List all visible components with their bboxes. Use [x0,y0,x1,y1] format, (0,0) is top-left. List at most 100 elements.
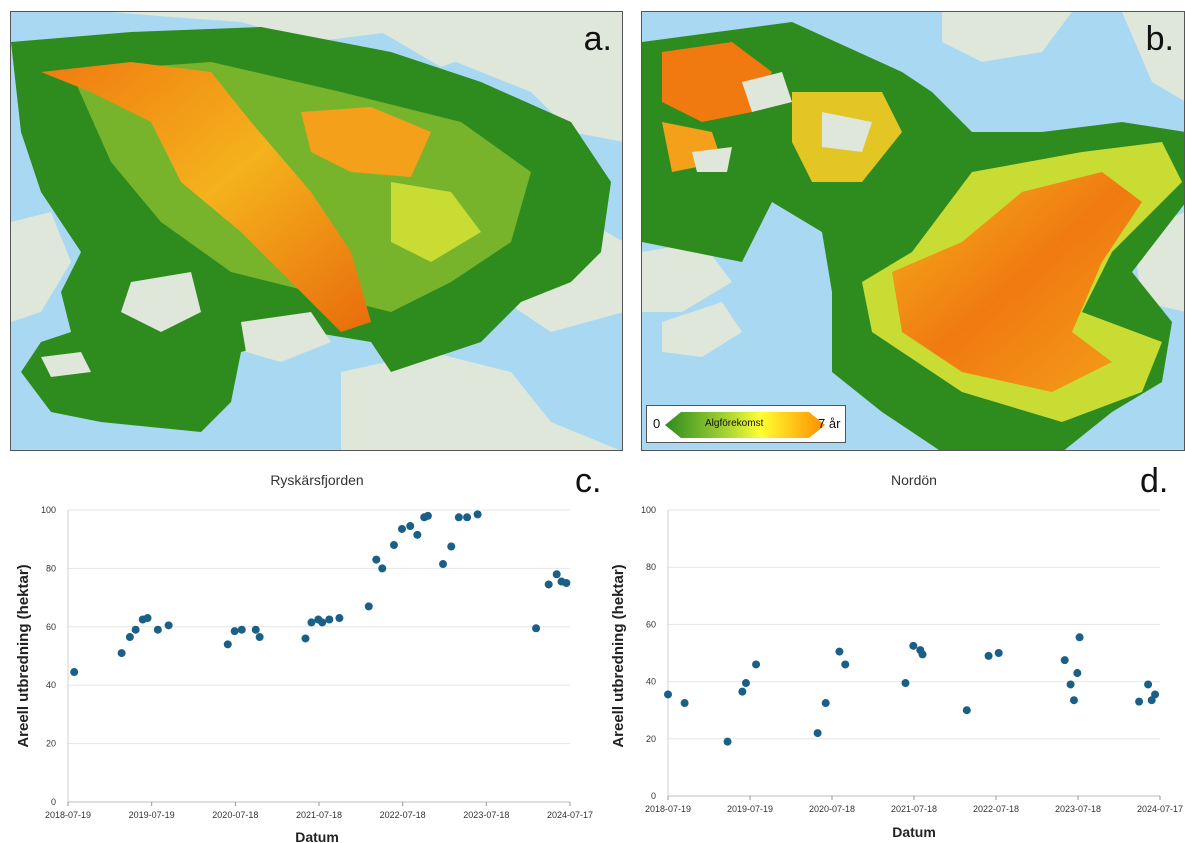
data-point [532,624,541,633]
data-point [1069,696,1078,705]
data-point [723,737,732,746]
data-point [738,687,747,696]
data-point [1151,690,1160,699]
data-point [251,625,260,634]
data-point [841,660,850,669]
data-point [552,570,561,579]
data-point [255,633,264,642]
data-point [307,618,316,627]
x-tick-label: 2021-07-18 [891,804,937,814]
data-point [544,580,553,589]
map-legend: 0 Algförekomst 7 år [646,405,846,443]
data-point [117,649,126,658]
map-panel-a: a. [10,11,623,451]
data-point [223,640,232,649]
data-point [389,541,398,550]
data-point [164,621,173,630]
y-ticks: 0 20 40 60 80 100 [641,505,656,801]
y-tick-label: 0 [651,791,656,801]
land-area [642,242,732,312]
data-point [1135,697,1144,706]
x-tick-label: 2020-07-18 [809,804,855,814]
chart-ryskarsfjorden: Ryskärsfjorden Areell utbredning (hektar… [15,472,593,843]
legend-max-label: 7 år [818,416,841,431]
y-tick-label: 80 [646,562,656,572]
algae-high [301,107,431,177]
map-a-image [11,12,622,450]
island [692,147,732,172]
data-point [70,668,79,677]
chart-grid [67,509,570,803]
data-point [153,625,162,634]
data-point [372,555,381,564]
x-tick-label: 2020-07-18 [212,810,258,820]
data-point [680,699,689,708]
y-tick-label: 60 [646,619,656,629]
data-point [994,649,1003,657]
land-area [1122,12,1184,101]
x-tick-label: 2021-07-18 [296,810,342,820]
algae-high [892,172,1142,392]
land-area [662,302,742,357]
data-point [318,618,327,627]
legend-color-ramp [665,412,825,438]
y-tick-label: 40 [646,677,656,687]
data-point [230,627,239,636]
y-axis-label: Areell utbredning (hektar) [15,564,32,747]
data-point [821,699,830,708]
island [121,272,201,332]
data-point [413,530,422,539]
x-tick-label: 2018-07-19 [645,804,691,814]
algae-high [41,62,371,332]
map-b-image [642,12,1184,450]
land-area [341,352,620,450]
algae-high [662,42,772,122]
land-area [11,212,71,322]
panel-label-a: a. [583,20,612,58]
x-tick-label: 2018-07-19 [45,810,91,820]
legend-min-label: 0 [653,416,661,431]
data-point [752,660,761,669]
y-axis-label: Areell utbredning (hektar) [610,564,627,747]
y-tick-label: 0 [51,797,56,807]
x-tick-label: 2019-07-19 [129,810,175,820]
data-point [335,614,344,623]
chart-grid [667,509,1160,797]
y-tick-label: 100 [641,505,656,515]
y-tick-label: 20 [646,734,656,744]
panel-label-d: d. [1140,462,1169,500]
x-ticks: 2018-07-19 2019-07-19 2020-07-18 2021-07-18… [645,796,1183,814]
data-point [301,634,310,643]
x-tick-label: 2024-07-17 [1137,804,1183,814]
data-point [439,560,448,569]
y-tick-label: 100 [41,505,56,515]
data-point [397,524,406,533]
data-point [423,511,432,520]
x-tick-label: 2022-07-18 [380,810,426,820]
island [241,312,331,362]
data-point [984,651,993,660]
chart-title: Nordön [891,472,937,488]
x-tick-label: 2019-07-19 [727,804,773,814]
x-tick-label: 2023-07-18 [463,810,509,820]
data-point [901,679,910,688]
data-point [1066,680,1075,689]
panel-label-b: b. [1145,20,1174,58]
data-point [835,647,844,656]
data-point [562,579,571,587]
data-point [125,633,134,642]
data-point [1073,669,1082,678]
x-axis-label: Datum [295,829,339,843]
island [822,112,872,152]
data-point [813,729,822,738]
island [381,22,481,67]
data-point [237,625,246,634]
map-panel-b: b. [641,11,1185,451]
data-points [664,633,1160,746]
chart-title: Ryskärsfjorden [270,472,363,488]
x-tick-label: 2023-07-18 [1055,804,1101,814]
chart-nordon: Nordön Areell utbredning (hektar) Datum … [610,472,1183,840]
data-point [962,706,971,715]
x-ticks: 2018-07-19 2019-07-19 2020-07-18 2021-07-18… [45,802,593,820]
x-axis-label: Datum [892,824,936,840]
